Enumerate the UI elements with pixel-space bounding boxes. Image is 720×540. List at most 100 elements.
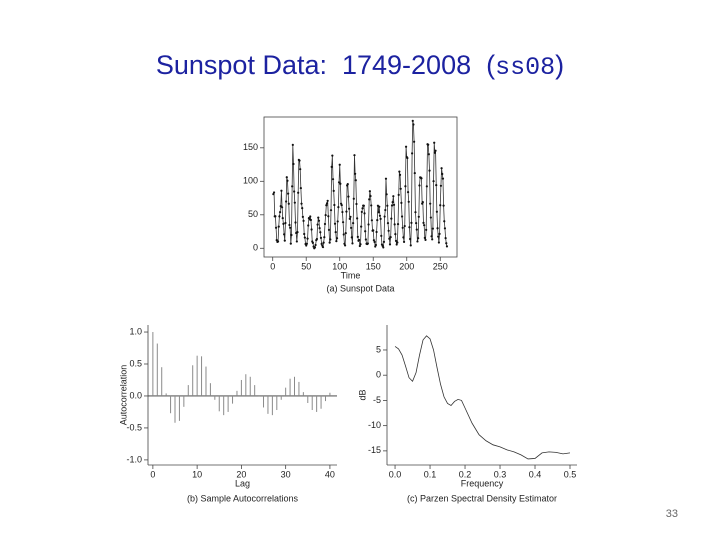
x-tick-label: 40 — [325, 469, 335, 479]
y-tick-label: -5 — [373, 395, 381, 405]
data-point — [315, 237, 319, 241]
data-point — [354, 172, 357, 175]
data-point — [275, 239, 278, 242]
data-point — [397, 193, 400, 197]
data-point — [423, 236, 426, 240]
data-point — [277, 225, 280, 228]
data-point — [276, 240, 280, 243]
data-point — [401, 226, 404, 229]
data-point — [310, 228, 313, 231]
data-point — [355, 202, 358, 206]
data-point — [402, 236, 405, 239]
data-point — [423, 224, 426, 227]
data-point — [378, 214, 382, 217]
data-point — [392, 195, 395, 198]
data-point — [359, 243, 362, 246]
data-point — [306, 237, 309, 240]
x-tick-label: 10 — [192, 469, 202, 479]
data-point — [384, 208, 387, 212]
y-tick-label: -10 — [368, 420, 381, 430]
data-point — [319, 236, 323, 239]
data-point — [398, 173, 402, 176]
data-point — [388, 237, 391, 240]
data-point — [425, 228, 428, 231]
data-point — [382, 246, 385, 249]
data-point — [376, 219, 379, 222]
data-point — [436, 227, 439, 230]
data-point — [384, 177, 388, 180]
data-point — [285, 176, 288, 179]
title-text: ) — [555, 50, 565, 80]
data-point — [348, 207, 351, 210]
data-point — [408, 237, 412, 241]
data-point — [289, 226, 292, 229]
data-point — [407, 200, 410, 203]
data-point — [429, 216, 432, 219]
y-tick-label: 100 — [243, 176, 258, 186]
data-point — [364, 230, 367, 233]
data-point — [331, 178, 335, 181]
data-point — [328, 241, 331, 244]
data-point — [335, 240, 338, 243]
chart-caption: (c) Parzen Spectral Density Estimator — [407, 493, 557, 503]
data-point — [299, 168, 302, 171]
data-point — [322, 241, 325, 244]
data-point — [337, 181, 341, 184]
data-point — [373, 240, 376, 244]
data-point — [333, 222, 337, 225]
data-point — [326, 199, 329, 202]
data-point — [286, 179, 289, 182]
y-axis-label: Autocorrelation — [118, 365, 128, 426]
data-point — [366, 242, 369, 245]
data-point — [338, 163, 341, 166]
y-tick-label: 150 — [243, 142, 258, 152]
data-point — [300, 202, 303, 205]
data-point — [283, 233, 286, 236]
data-point — [434, 149, 437, 152]
data-point — [427, 143, 430, 146]
data-point — [292, 162, 295, 166]
data-point — [339, 182, 342, 185]
x-tick-label: 0.3 — [494, 469, 507, 479]
y-tick-label: 0 — [253, 243, 258, 253]
data-point — [390, 217, 393, 220]
data-point — [280, 189, 283, 192]
data-point — [309, 218, 313, 222]
data-point — [410, 221, 413, 224]
data-point — [289, 242, 292, 245]
data-point — [307, 224, 310, 227]
data-point — [325, 202, 329, 205]
data-point — [320, 242, 323, 245]
data-point — [412, 123, 415, 126]
data-point — [317, 216, 320, 219]
data-point — [353, 154, 356, 157]
data-point — [406, 156, 409, 160]
plot-frame — [263, 116, 458, 258]
data-point — [309, 215, 312, 218]
data-point — [291, 143, 294, 146]
data-point — [284, 221, 287, 225]
x-tick-label: 0.0 — [389, 469, 402, 479]
data-line — [394, 335, 571, 460]
data-point — [439, 204, 442, 207]
data-point — [346, 183, 349, 186]
data-point — [396, 241, 399, 244]
data-point — [350, 236, 353, 239]
data-point — [441, 177, 445, 180]
data-point — [418, 184, 421, 187]
y-tick-label: 0.5 — [129, 358, 142, 368]
data-point — [334, 230, 337, 234]
x-tick-label: 200 — [399, 261, 414, 271]
data-point — [323, 222, 327, 226]
data-point — [363, 212, 366, 215]
data-point — [422, 221, 425, 224]
data-point — [375, 230, 378, 234]
data-point — [438, 232, 441, 235]
x-tick-label: 0 — [270, 261, 275, 271]
data-point — [341, 221, 345, 224]
data-point — [441, 172, 444, 176]
data-point — [399, 187, 402, 190]
data-point — [313, 246, 317, 249]
data-point — [389, 236, 392, 239]
